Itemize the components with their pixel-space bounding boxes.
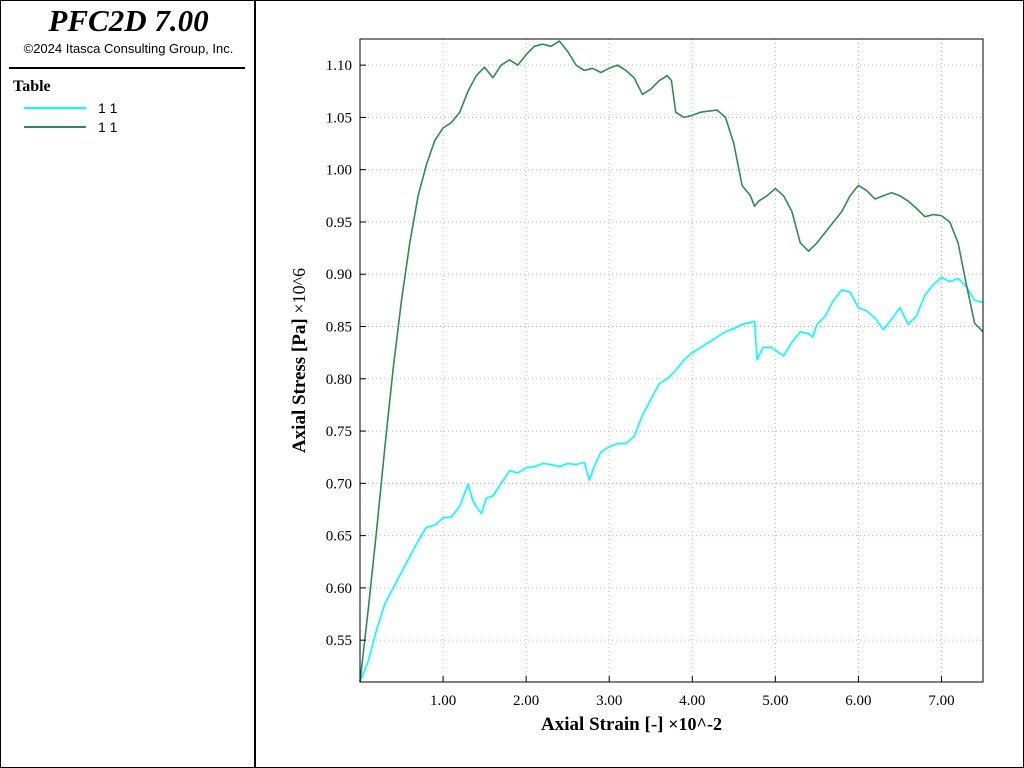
title-divider xyxy=(9,67,245,69)
y-tick-label: 1.05 xyxy=(326,110,352,126)
x-axis-multiplier: ×10^-2 xyxy=(668,714,722,734)
legend-entry-series-1: 1 1 xyxy=(24,100,224,116)
y-axis-title: Axial Stress [Pa] ×10^6 xyxy=(289,268,310,453)
plot-border xyxy=(359,38,984,683)
legend-sidebar: PFC2D 7.00 ©2024 Itasca Consulting Group… xyxy=(1,1,256,767)
x-tick-label: 3.00 xyxy=(596,693,622,709)
app-title: PFC2D 7.00 xyxy=(48,3,209,38)
x-tick-label: 6.00 xyxy=(845,693,871,709)
y-tick-label: 0.90 xyxy=(326,267,352,283)
tick-marks xyxy=(360,64,942,682)
legend-entry-series-2: 1 1 xyxy=(24,119,224,135)
x-axis-title: Axial Strain [-] ×10^-2 xyxy=(541,714,722,735)
y-tick-label: 0.95 xyxy=(326,215,352,231)
y-tick-label: 0.55 xyxy=(326,633,352,649)
legend-swatch-series-1 xyxy=(24,107,86,109)
y-tick-label: 0.60 xyxy=(326,581,352,597)
y-axis-label-text: Axial Stress [Pa] ×10^6 xyxy=(289,268,310,453)
chart-area: 1.00 2.00 3.00 4.00 5.00 6.00 7.00 0.55 0.60 0.65… xyxy=(289,38,984,735)
y-tick-label: 1.10 xyxy=(326,58,352,74)
legend-heading: Table xyxy=(13,78,51,95)
y-tick-label: 0.80 xyxy=(326,372,352,388)
x-tick-label: 7.00 xyxy=(928,693,954,709)
x-tick-label: 4.00 xyxy=(679,693,705,709)
x-tick-label: 5.00 xyxy=(762,693,788,709)
y-axis-multiplier: ×10^6 xyxy=(289,268,309,314)
y-tick-label: 0.70 xyxy=(326,476,352,492)
legend-swatch-series-2 xyxy=(24,126,86,128)
series-line-2 xyxy=(359,40,984,683)
y-tick-label: 1.00 xyxy=(326,163,352,179)
series-layer xyxy=(359,40,984,683)
legend-label-series-2: 1 1 xyxy=(98,119,118,135)
tick-labels: 1.00 2.00 3.00 4.00 5.00 6.00 7.00 0.55 0.60 0.65… xyxy=(326,58,955,709)
grid-lines xyxy=(360,39,983,682)
y-axis-label: Axial Stress [Pa] xyxy=(289,314,310,454)
y-tick-label: 0.85 xyxy=(326,320,352,336)
y-tick-label: 0.65 xyxy=(326,529,352,545)
y-tick-label: 0.75 xyxy=(326,424,352,440)
x-axis-label: Axial Strain [-] xyxy=(541,714,668,735)
legend-label-series-1: 1 1 xyxy=(98,100,118,116)
x-tick-label: 1.00 xyxy=(430,693,456,709)
series-line-1 xyxy=(359,276,984,683)
x-tick-label: 2.00 xyxy=(513,693,539,709)
copyright-notice: ©2024 Itasca Consulting Group, Inc. xyxy=(23,41,234,56)
